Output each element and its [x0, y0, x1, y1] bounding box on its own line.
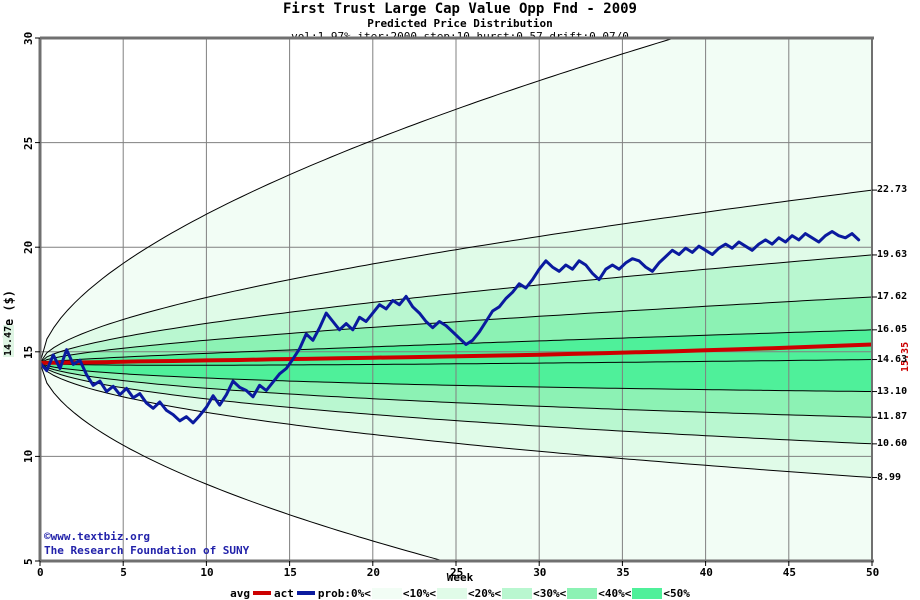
y-tick-label: 20 — [22, 240, 35, 255]
legend-band-label-0: <10%< — [402, 586, 436, 600]
chart-subtitle: Predicted Price Distribution — [367, 17, 553, 30]
legend-avg-swatch — [253, 591, 271, 595]
band-end-label: 11.87 — [877, 411, 908, 423]
x-tick-label: 25 — [450, 566, 464, 579]
legend-band-swatch-0 — [371, 587, 402, 599]
x-tick-label: 15 — [283, 566, 297, 579]
legend-band-label-3: <40%< — [598, 586, 632, 600]
x-tick-label: 5 — [120, 566, 127, 579]
band-end-label: 13.10 — [877, 385, 908, 397]
legend-band-swatch-4 — [632, 587, 663, 599]
credit-website: ©www.textbiz.org — [44, 530, 150, 543]
y-tick-label: 5 — [22, 557, 35, 565]
legend-act-label: act — [274, 586, 294, 600]
x-axis-title: Week — [446, 571, 474, 584]
x-tick-label: 35 — [616, 566, 630, 579]
legend-act-swatch — [296, 591, 315, 595]
band-end-label: 16.05 — [877, 323, 908, 335]
x-tick-label: 50 — [866, 566, 880, 579]
band-end-label: 22.73 — [877, 184, 908, 196]
chart-legend: avg act prob:0%< <10%< <20%< <30%< <40%< <50% — [0, 586, 920, 600]
x-tick-label: 20 — [366, 566, 381, 579]
legend-band-swatch-1 — [436, 587, 467, 599]
band-end-label: 8.99 — [877, 471, 902, 483]
page-title: First Trust Large Cap Value Opp Fnd - 20… — [282, 1, 637, 17]
x-tick-label: 40 — [699, 566, 713, 579]
band-end-label: 19.63 — [877, 248, 908, 260]
x-tick-label: 45 — [782, 566, 797, 579]
x-tick-label: 30 — [533, 566, 547, 579]
x-tick-label: 10 — [200, 566, 214, 579]
y-tick-label: 15 — [22, 345, 35, 359]
band-end-label: 10.60 — [877, 437, 908, 449]
legend-band-label-2: <30%< — [533, 586, 567, 600]
y-tick-label: 25 — [22, 136, 35, 150]
credit-organization: The Research Foundation of SUNY — [44, 544, 250, 557]
legend-prob-label: prob:0%< — [317, 586, 371, 600]
legend-band-label-4: <50% — [663, 586, 690, 600]
legend-band-swatch-2 — [502, 587, 533, 599]
y-tick-label: 30 — [22, 31, 35, 45]
band-end-label: 17.62 — [877, 290, 908, 302]
legend-band-label-1: <20%< — [467, 586, 502, 600]
legend-avg-label: avg — [230, 586, 250, 600]
legend-band-swatch-3 — [567, 587, 598, 599]
band-end-label: 14.63 — [877, 353, 908, 365]
x-tick-label: 0 — [37, 566, 44, 579]
y-tick-label: 10 — [22, 450, 35, 464]
start-price-annotation: 14.47 — [3, 324, 14, 357]
